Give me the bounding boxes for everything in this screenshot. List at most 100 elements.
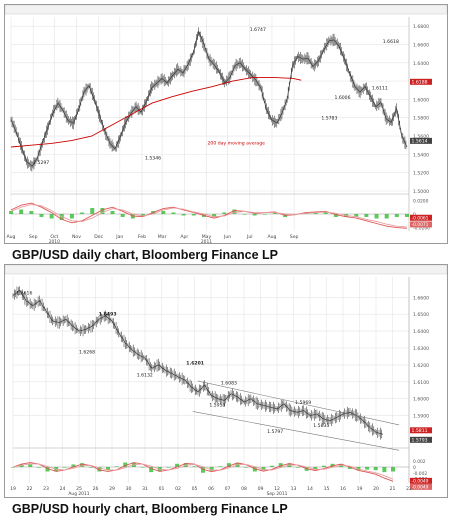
x-tick-label: 22	[406, 486, 412, 492]
oscillator-histogram-bar	[110, 211, 115, 214]
oscillator-tick-label: -0.002	[413, 471, 427, 477]
oscillator-histogram-bar	[273, 212, 277, 214]
current-price-box	[410, 78, 432, 85]
daily-chart-panel: 1.68001.66001.64001.62001.60001.58001.56…	[4, 4, 448, 245]
oscillator-histogram-bar	[80, 212, 85, 214]
oscillator-histogram-bar	[80, 463, 85, 467]
oscillator-histogram-bar	[71, 464, 76, 467]
oscillator-histogram-bar	[347, 467, 352, 469]
price-line	[12, 289, 384, 435]
y-tick-label: 1.5400	[413, 152, 429, 158]
price-annotation: 1.6083	[221, 381, 237, 387]
x-tick-label: 14	[307, 486, 313, 492]
oscillator-histogram-bar	[90, 208, 95, 214]
oscillator-histogram-bar	[201, 467, 205, 473]
oscillator-histogram-bar	[232, 209, 237, 214]
current-price-label: 1.5793	[412, 438, 428, 444]
x-group-label: Sep 2011	[267, 491, 288, 497]
oscillator-histogram-bar	[373, 467, 378, 471]
x-tick-label: 30	[126, 486, 132, 492]
y-tick-label: 1.6000	[413, 97, 429, 103]
hourly-chart-caption: GBP/USD hourly chart, Bloomberg Finance …	[12, 502, 288, 516]
current-price-box	[410, 137, 432, 144]
price-annotation: 1.5797	[267, 429, 283, 435]
oscillator-histogram-bar	[28, 464, 33, 467]
x-tick-label: Oct	[50, 234, 58, 240]
signal-line	[10, 204, 408, 228]
oscillator-histogram-bar	[106, 467, 110, 471]
oscillator-histogram-bar	[333, 214, 338, 217]
x-tick-label: Feb	[138, 234, 146, 240]
oscillator-histogram-bar	[391, 467, 395, 472]
oscillator-histogram-bar	[382, 467, 387, 473]
oscillator-histogram-bar	[364, 214, 369, 217]
oscillator-histogram-bar	[171, 212, 176, 214]
oscillator-histogram-bar	[278, 463, 283, 467]
x-tick-label: Mar	[158, 234, 167, 240]
oscillator-current-box	[410, 483, 432, 490]
x-tick-label: May	[202, 234, 212, 240]
oscillator-histogram-bar	[354, 214, 359, 217]
oscillator-histogram-bar	[262, 214, 267, 215]
x-tick-label: Jul	[246, 234, 253, 240]
oscillator-histogram-bar	[313, 212, 318, 214]
oscillator-histogram-bar	[222, 212, 227, 214]
y-tick-label: 1.5600	[413, 134, 429, 140]
x-tick-label: 12	[274, 486, 280, 492]
oscillator-tick-label: 0.002	[413, 459, 426, 465]
x-tick-label: Nov	[72, 234, 81, 240]
x-tick-label: 31	[142, 486, 148, 492]
y-tick-label: 1.5800	[413, 116, 429, 122]
oscillator-histogram-bar	[100, 208, 105, 214]
oscillator-histogram-bar	[114, 466, 119, 467]
oscillator-current-box	[410, 221, 432, 228]
x-tick-label: 23	[43, 486, 49, 492]
oscillator-histogram-bar	[62, 467, 67, 468]
y-tick-label: 1.6300	[413, 346, 429, 352]
price-annotation: 1.6268	[79, 349, 95, 355]
oscillator-histogram-bar	[45, 467, 50, 472]
oscillator-histogram-bar	[226, 463, 231, 467]
price-annotation: 1.6493	[99, 311, 117, 317]
price-annotation: 1.6618	[383, 39, 399, 45]
moving-average-label: 200 day moving average	[207, 140, 265, 146]
oscillator-tick-label: 0	[413, 465, 416, 471]
y-tick-label: 1.6200	[413, 363, 429, 369]
price-annotation: 1.5346	[145, 155, 161, 161]
x-tick-label: 20	[373, 486, 379, 492]
x-tick-label: Sep	[290, 234, 299, 240]
x-tick-label: Aug	[7, 234, 16, 240]
current-price-box	[410, 436, 432, 443]
oscillator-histogram-bar	[120, 214, 125, 217]
x-tick-label: 21	[390, 486, 396, 492]
y-tick-label: 1.6600	[413, 42, 429, 48]
oscillator-histogram-bar	[161, 211, 166, 214]
oscillator-histogram-bar	[365, 467, 370, 470]
oscillator-histogram-bar	[11, 467, 15, 468]
x-tick-label: 25	[76, 486, 82, 492]
oscillator-histogram-bar	[140, 467, 145, 468]
x-tick-label: 22	[27, 486, 33, 492]
price-line	[10, 30, 408, 167]
y-tick-label: 1.5000	[413, 189, 429, 195]
current-price-label: 1.5614	[412, 139, 428, 145]
oscillator-histogram-bar	[19, 209, 24, 214]
price-annotation: 1.5833	[313, 423, 329, 429]
oscillator-histogram-bar	[313, 467, 318, 470]
x-year-label: 2010	[49, 239, 60, 243]
y-tick-label: 1.5200	[413, 171, 429, 177]
price-annotation: 1.6006	[334, 95, 350, 101]
y-tick-label: 1.6100	[413, 380, 429, 386]
price-annotation: 1.6616	[16, 291, 32, 297]
oscillator-histogram-bar	[49, 214, 54, 219]
oscillator-current-box	[410, 214, 432, 221]
oscillator-current-label: -0.0049	[412, 485, 429, 491]
oscillator-histogram-bar	[39, 214, 44, 217]
x-year-label: 2011	[201, 239, 212, 243]
channel-line	[192, 411, 400, 451]
current-price-label: 1.5811	[412, 428, 428, 434]
oscillator-histogram-bar	[149, 467, 154, 473]
oscillator-histogram-bar	[191, 214, 196, 216]
oscillator-histogram-bar	[242, 214, 247, 215]
y-tick-label: 1.6000	[413, 397, 429, 403]
